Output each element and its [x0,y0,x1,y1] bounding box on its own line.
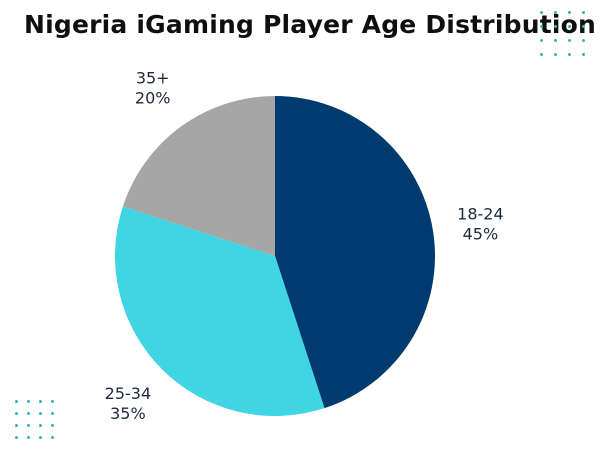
decorative-dot [568,25,571,28]
decorative-dot [554,53,557,56]
slice-label-group: 35+20% [135,69,171,108]
decorative-dot [582,53,585,56]
decorative-dot [568,53,571,56]
pie-slice-35 [122,96,275,256]
pie-slice-25-34 [114,206,325,417]
chart-title: Nigeria iGaming Player Age Distribution [23,10,596,39]
decorative-dot [582,11,585,14]
decorative-dot [540,53,543,56]
decorative-dot [39,400,42,403]
decorative-dot [568,11,571,14]
decorative-dot [554,25,557,28]
decorative-dot [568,39,571,42]
decorative-dot [51,412,54,415]
decorative-dot [582,39,585,42]
decorative-dot [540,11,543,14]
decorative-dot [554,39,557,42]
decorative-dot [39,412,42,415]
dot-pattern-top-right [540,11,590,61]
slice-category-label: 18-24 [457,205,504,224]
decorative-dot [51,400,54,403]
decorative-dot [15,424,18,427]
slice-value-label: 35% [110,404,146,423]
decorative-dot [540,39,543,42]
decorative-dot [27,424,30,427]
slice-value-label: 20% [135,89,171,108]
decorative-dot [15,400,18,403]
slice-category-label: 25-34 [105,384,152,403]
pie-slice-18-24 [275,96,436,409]
decorative-dot [51,436,54,439]
decorative-dot [27,412,30,415]
slice-value-label: 45% [463,225,499,244]
decorative-dot [554,11,557,14]
dot-pattern-bottom-left [15,400,65,445]
decorative-dot [582,25,585,28]
decorative-dot [15,412,18,415]
decorative-dot [39,424,42,427]
slice-category-label: 35+ [136,69,170,88]
decorative-dot [39,436,42,439]
decorative-dot [51,424,54,427]
decorative-dot [27,436,30,439]
decorative-dot [540,25,543,28]
decorative-dot [27,400,30,403]
decorative-dot [15,436,18,439]
